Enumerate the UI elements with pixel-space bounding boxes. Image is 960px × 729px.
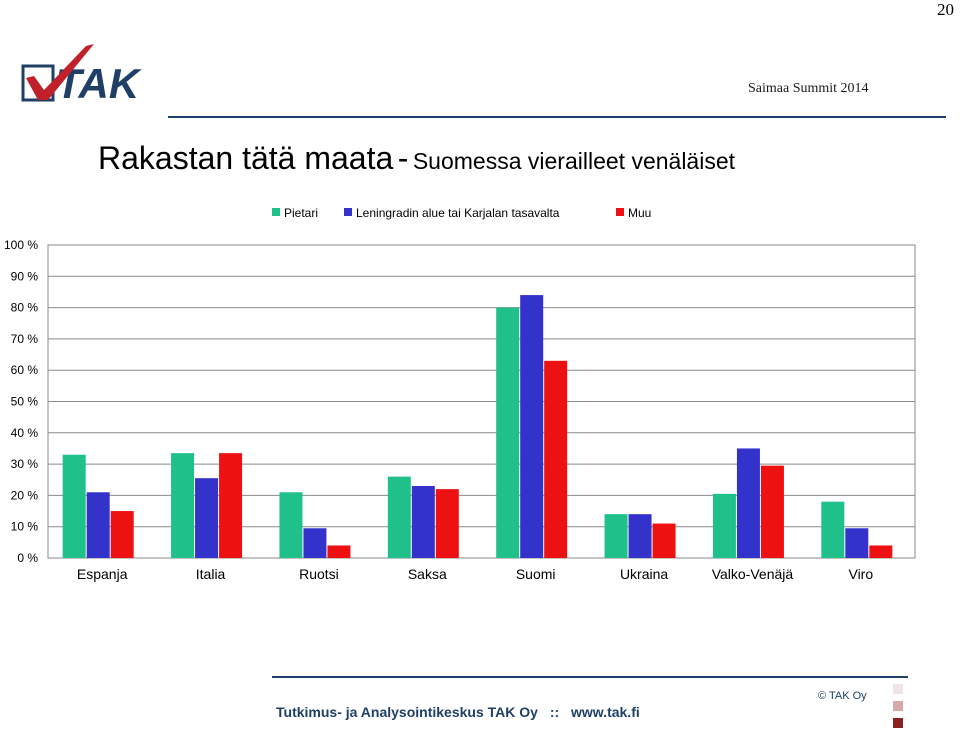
- legend-label: Leningradin alue tai Karjalan tasavalta: [356, 206, 560, 220]
- bar: [171, 453, 195, 558]
- bar: [219, 453, 243, 558]
- x-tick-label: Italia: [196, 566, 226, 582]
- title-separator: -: [397, 140, 409, 176]
- footer-organization: Tutkimus- ja Analysointikeskus TAK Oy: [276, 704, 538, 720]
- bar: [869, 545, 893, 558]
- bar: [760, 465, 784, 558]
- x-tick-label: Saksa: [408, 566, 447, 582]
- bar: [604, 514, 628, 558]
- copyright: © TAK Oy: [818, 690, 867, 702]
- legend-label: Pietari: [284, 206, 318, 220]
- footer-website[interactable]: www.tak.fi: [571, 704, 640, 720]
- chart-grid: [47, 244, 916, 559]
- bar: [86, 492, 110, 558]
- x-tick-label: Ruotsi: [299, 566, 339, 582]
- bar: [712, 493, 736, 558]
- y-tick-label: 100 %: [4, 238, 38, 252]
- bar: [387, 476, 411, 558]
- legend-swatch: [616, 208, 624, 216]
- footer-square-medium: [893, 701, 903, 711]
- x-tick-label: Espanja: [77, 566, 128, 582]
- bar: [520, 295, 544, 558]
- bar: [652, 523, 676, 558]
- footer-divider: ::: [549, 704, 560, 720]
- bar: [821, 501, 845, 558]
- title-main: Rakastan tätä maata: [98, 140, 394, 176]
- bar: [736, 448, 760, 558]
- y-tick-label: 80 %: [11, 301, 39, 315]
- y-tick-label: 90 %: [11, 269, 39, 283]
- footer-rule: [272, 676, 908, 678]
- bar: [435, 489, 459, 558]
- y-tick-label: 30 %: [11, 457, 39, 471]
- bar: [327, 545, 351, 558]
- y-tick-label: 70 %: [11, 332, 39, 346]
- footer-text: Tutkimus- ja Analysointikeskus TAK Oy ::…: [276, 704, 640, 720]
- bar: [195, 478, 219, 558]
- bar: [496, 307, 520, 558]
- tak-logo: TAK: [21, 44, 142, 107]
- chart-axes: 0 % 10 % 20 % 30 % 40 % 50 % 60 % 70 % 80 % 90 % 1…: [4, 238, 873, 582]
- bar: [628, 514, 652, 558]
- y-tick-label: 50 %: [11, 395, 39, 409]
- bar: [544, 360, 568, 558]
- bar: [62, 454, 86, 558]
- legend-swatch: [272, 208, 280, 216]
- chart-bars: [62, 295, 893, 558]
- bar-chart: Pietari Leningradin alue tai Karjalan tas…: [4, 206, 916, 582]
- x-tick-label: Suomi: [516, 566, 556, 582]
- chart-legend: Pietari Leningradin alue tai Karjalan tas…: [272, 206, 651, 220]
- title-subtitle: Suomessa vierailleet venäläiset: [412, 148, 736, 174]
- logo-checkmark: [26, 44, 94, 100]
- y-tick-label: 0 %: [17, 551, 38, 565]
- footer-square-light: [893, 684, 903, 694]
- bar: [303, 528, 327, 558]
- event-name: Saimaa Summit 2014: [748, 81, 869, 96]
- y-tick-label: 10 %: [11, 520, 39, 534]
- x-tick-label: Viro: [848, 566, 873, 582]
- bar: [110, 511, 134, 558]
- bar: [845, 528, 869, 558]
- header-rule: [168, 116, 946, 118]
- y-tick-label: 60 %: [11, 363, 39, 377]
- footer-square-dark: [893, 718, 903, 728]
- slide-title: Rakastan tätä maata - Suomessa vieraille…: [98, 140, 735, 177]
- y-tick-label: 40 %: [11, 426, 39, 440]
- y-tick-label: 20 %: [11, 488, 39, 502]
- page-number: 20: [937, 0, 954, 19]
- bar: [279, 492, 303, 558]
- bar: [411, 486, 435, 558]
- legend-label: Muu: [628, 206, 651, 220]
- x-tick-label: Valko-Venäjä: [712, 566, 794, 582]
- x-tick-label: Ukraina: [620, 566, 668, 582]
- legend-swatch: [344, 208, 352, 216]
